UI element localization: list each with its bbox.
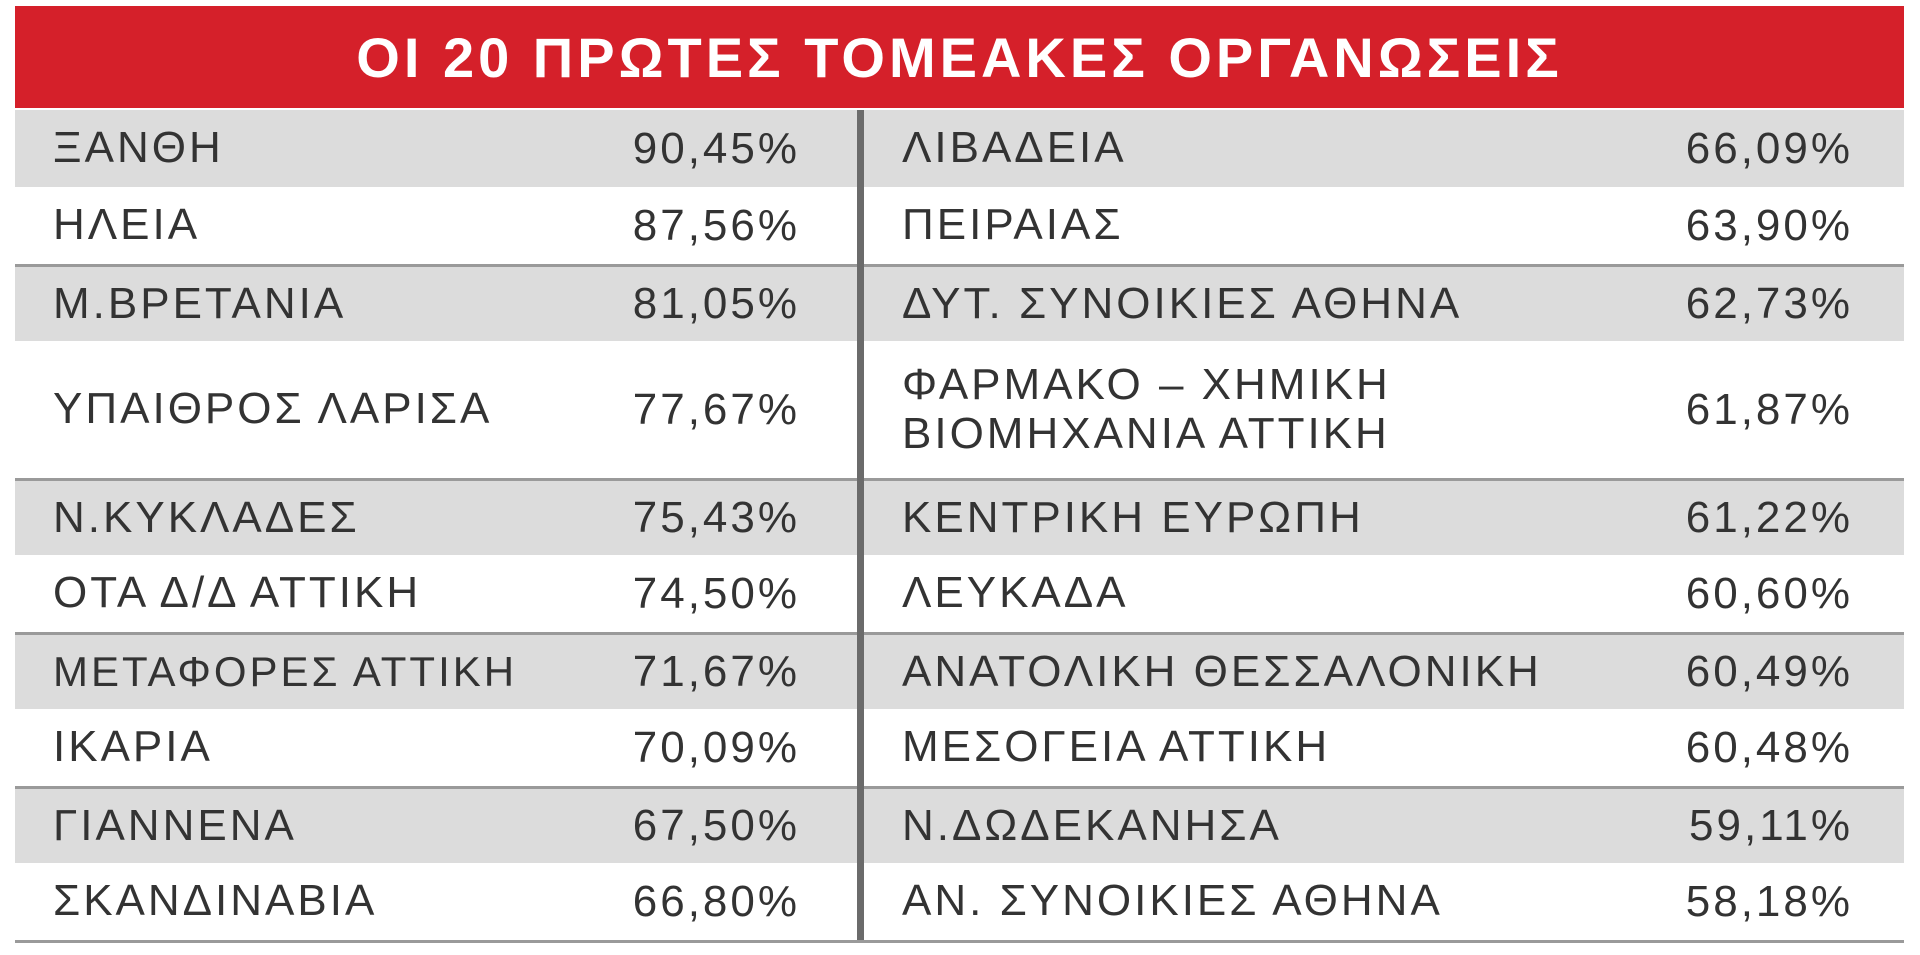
row-label: ΦΑΡΜΑΚΟ – ΧΗΜΙΚΗ ΒΙΟΜΗΧΑΝΙΑ ΑΤΤΙΚΗ [902,360,1391,458]
table-row-right: ΛΙΒΑΔΕΙΑ 66,09% [864,110,1904,187]
column-divider [857,187,864,264]
row-value: 61,87% [1685,384,1853,434]
column-divider [857,632,864,709]
row-value: 71,67% [632,647,800,696]
row-label: ΗΛΕΙΑ [53,200,201,250]
row-label: ΓΙΑΝΝΕΝΑ [53,800,297,850]
row-label: ΛΕΥΚΑΔΑ [902,568,1129,618]
table-row-left: ΜΕΤΑΦΟΡΕΣ ΑΤΤΙΚΗ 71,67% [15,632,857,709]
table-row-right: ΑΝΑΤΟΛΙΚΗ ΘΕΣΣΑΛΟΝΙΚΗ 60,49% [864,632,1904,709]
row-label: ΑΝΑΤΟΛΙΚΗ ΘΕΣΣΑΛΟΝΙΚΗ [902,646,1542,696]
row-label: ΞΑΝΘΗ [53,123,224,173]
row-label: ΜΕΤΑΦΟΡΕΣ ΑΤΤΙΚΗ [53,647,518,695]
row-value: 61,22% [1685,493,1853,542]
row-label: Μ.ΒΡΕΤΑΝΙΑ [53,278,347,328]
row-value: 63,90% [1685,200,1853,250]
row-label: ΙΚΑΡΙΑ [53,722,213,772]
column-divider [857,478,864,555]
row-value: 60,49% [1685,647,1853,696]
table-row-left: Μ.ΒΡΕΤΑΝΙΑ 81,05% [15,264,857,341]
row-value: 66,09% [1685,123,1853,173]
results-table: ΞΑΝΘΗ 90,45% ΛΙΒΑΔΕΙΑ 66,09% ΗΛΕΙΑ 87,56% ΠΕΙΡ… [15,110,1904,943]
table-row-right: ΚΕΝΤΡΙΚΗ ΕΥΡΩΠΗ 61,22% [864,478,1904,555]
row-value: 90,45% [632,123,800,173]
row-label: ΛΙΒΑΔΕΙΑ [902,123,1127,173]
column-divider [857,341,864,478]
table-row-left: ΙΚΑΡΙΑ 70,09% [15,709,857,786]
row-value: 66,80% [632,876,800,926]
table-row-left: ΓΙΑΝΝΕΝΑ 67,50% [15,786,857,863]
column-divider [857,786,864,863]
table-row-right: ΠΕΙΡΑΙΑΣ 63,90% [864,187,1904,264]
table-row-right: ΦΑΡΜΑΚΟ – ΧΗΜΙΚΗ ΒΙΟΜΗΧΑΝΙΑ ΑΤΤΙΚΗ 61,87% [864,341,1904,478]
table-row-left: ΟΤΑ Δ/Δ ΑΤΤΙΚΗ 74,50% [15,555,857,632]
row-value: 62,73% [1685,279,1853,328]
row-value: 81,05% [632,279,800,328]
row-label: ΣΚΑΝΔΙΝΑΒΙΑ [53,876,378,926]
column-divider [857,110,864,187]
row-value: 77,67% [632,384,800,434]
table-row-right: ΔΥΤ. ΣΥΝΟΙΚΙΕΣ ΑΘΗΝΑ 62,73% [864,264,1904,341]
row-label: ΜΕΣΟΓΕΙΑ ΑΤΤΙΚΗ [902,722,1331,772]
column-divider [857,264,864,341]
row-label: ΔΥΤ. ΣΥΝΟΙΚΙΕΣ ΑΘΗΝΑ [902,278,1463,328]
row-value: 67,50% [632,801,800,850]
row-value: 60,48% [1685,722,1853,772]
row-value: 60,60% [1685,568,1853,618]
row-label: Ν.ΚΥΚΛΑΔΕΣ [53,492,360,542]
column-divider [857,863,864,940]
row-value: 74,50% [632,568,800,618]
row-label: ΟΤΑ Δ/Δ ΑΤΤΙΚΗ [53,568,422,618]
row-label: ΚΕΝΤΡΙΚΗ ΕΥΡΩΠΗ [902,492,1364,542]
row-label: ΥΠΑΙΘΡΟΣ ΛΑΡΙΣΑ [53,384,493,434]
table-row-left: ΗΛΕΙΑ 87,56% [15,187,857,264]
table-row-left: ΥΠΑΙΘΡΟΣ ΛΑΡΙΣΑ 77,67% [15,341,857,478]
column-divider [857,709,864,786]
row-value: 75,43% [632,493,800,542]
table-row-right: ΜΕΣΟΓΕΙΑ ΑΤΤΙΚΗ 60,48% [864,709,1904,786]
table-row-left: Ν.ΚΥΚΛΑΔΕΣ 75,43% [15,478,857,555]
table-row-left: ΣΚΑΝΔΙΝΑΒΙΑ 66,80% [15,863,857,940]
row-label: ΑΝ. ΣΥΝΟΙΚΙΕΣ ΑΘΗΝΑ [902,876,1443,926]
row-value: 58,18% [1685,876,1853,926]
column-divider [857,555,864,632]
row-value: 59,11% [1689,801,1853,850]
title-banner: ΟΙ 20 ΠΡΩΤΕΣ ΤΟΜΕΑΚΕΣ ΟΡΓΑΝΩΣΕΙΣ [15,6,1904,108]
table-row-right: ΛΕΥΚΑΔΑ 60,60% [864,555,1904,632]
row-label: Ν.ΔΩΔΕΚΑΝΗΣΑ [902,800,1282,850]
row-value: 87,56% [632,200,800,250]
table-row-left: ΞΑΝΘΗ 90,45% [15,110,857,187]
table-row-right: ΑΝ. ΣΥΝΟΙΚΙΕΣ ΑΘΗΝΑ 58,18% [864,863,1904,940]
row-label: ΠΕΙΡΑΙΑΣ [902,200,1124,250]
table-row-right: Ν.ΔΩΔΕΚΑΝΗΣΑ 59,11% [864,786,1904,863]
row-value: 70,09% [632,722,800,772]
